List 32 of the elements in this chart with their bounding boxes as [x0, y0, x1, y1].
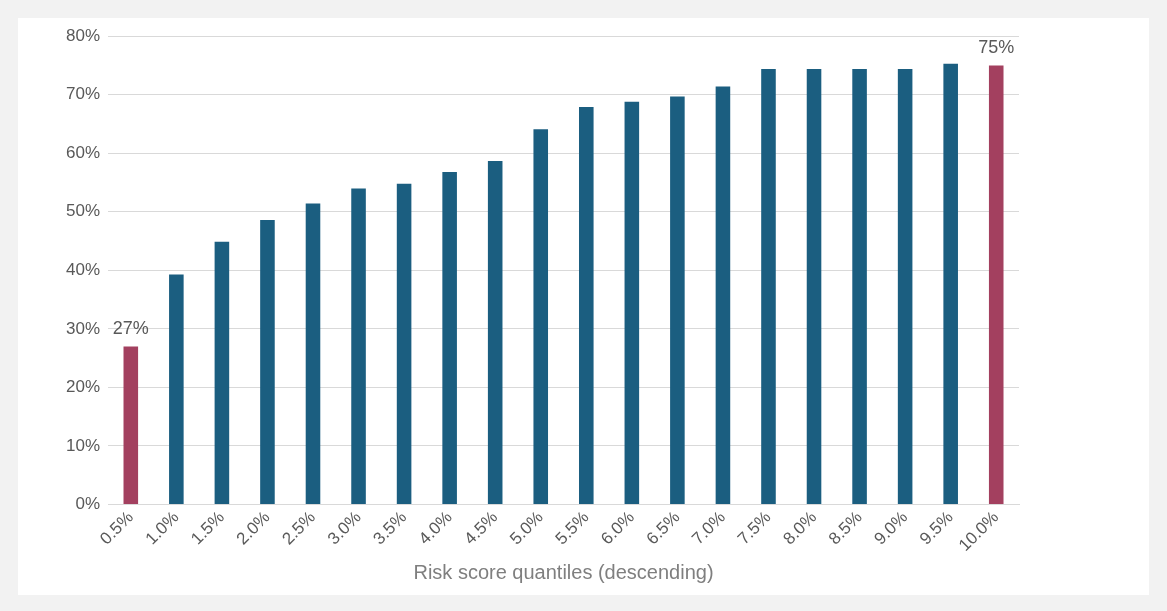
bar	[169, 274, 184, 504]
bar	[533, 129, 549, 504]
bar	[260, 220, 275, 504]
y-tick-label: 10%	[65, 435, 101, 455]
y-tick-label: 60%	[65, 142, 101, 162]
x-axis-title: Risk score quantiles (descending)	[413, 560, 714, 583]
data-label: 27%	[112, 318, 149, 339]
bar	[852, 68, 867, 504]
bar	[123, 346, 139, 504]
y-tick-label: 40%	[65, 260, 101, 280]
bar	[487, 160, 503, 504]
data-label: 75%	[978, 37, 1015, 58]
bar	[579, 107, 594, 504]
bar	[214, 241, 230, 504]
bar	[351, 188, 366, 504]
bar	[943, 63, 958, 504]
bar	[305, 203, 321, 504]
y-tick-label: 70%	[65, 84, 101, 104]
y-tick-label: 50%	[65, 201, 101, 221]
bar	[670, 96, 685, 504]
y-tick-label: 20%	[65, 377, 101, 397]
bar	[442, 172, 457, 504]
bar	[624, 101, 640, 504]
bar	[806, 68, 822, 504]
bar	[988, 65, 1004, 504]
y-tick-label: 30%	[65, 318, 101, 338]
y-tick-label: 0%	[75, 494, 101, 514]
bar	[396, 183, 412, 504]
bar	[761, 68, 776, 504]
bar	[715, 86, 731, 504]
bar	[897, 68, 913, 504]
y-tick-label: 80%	[65, 25, 101, 45]
